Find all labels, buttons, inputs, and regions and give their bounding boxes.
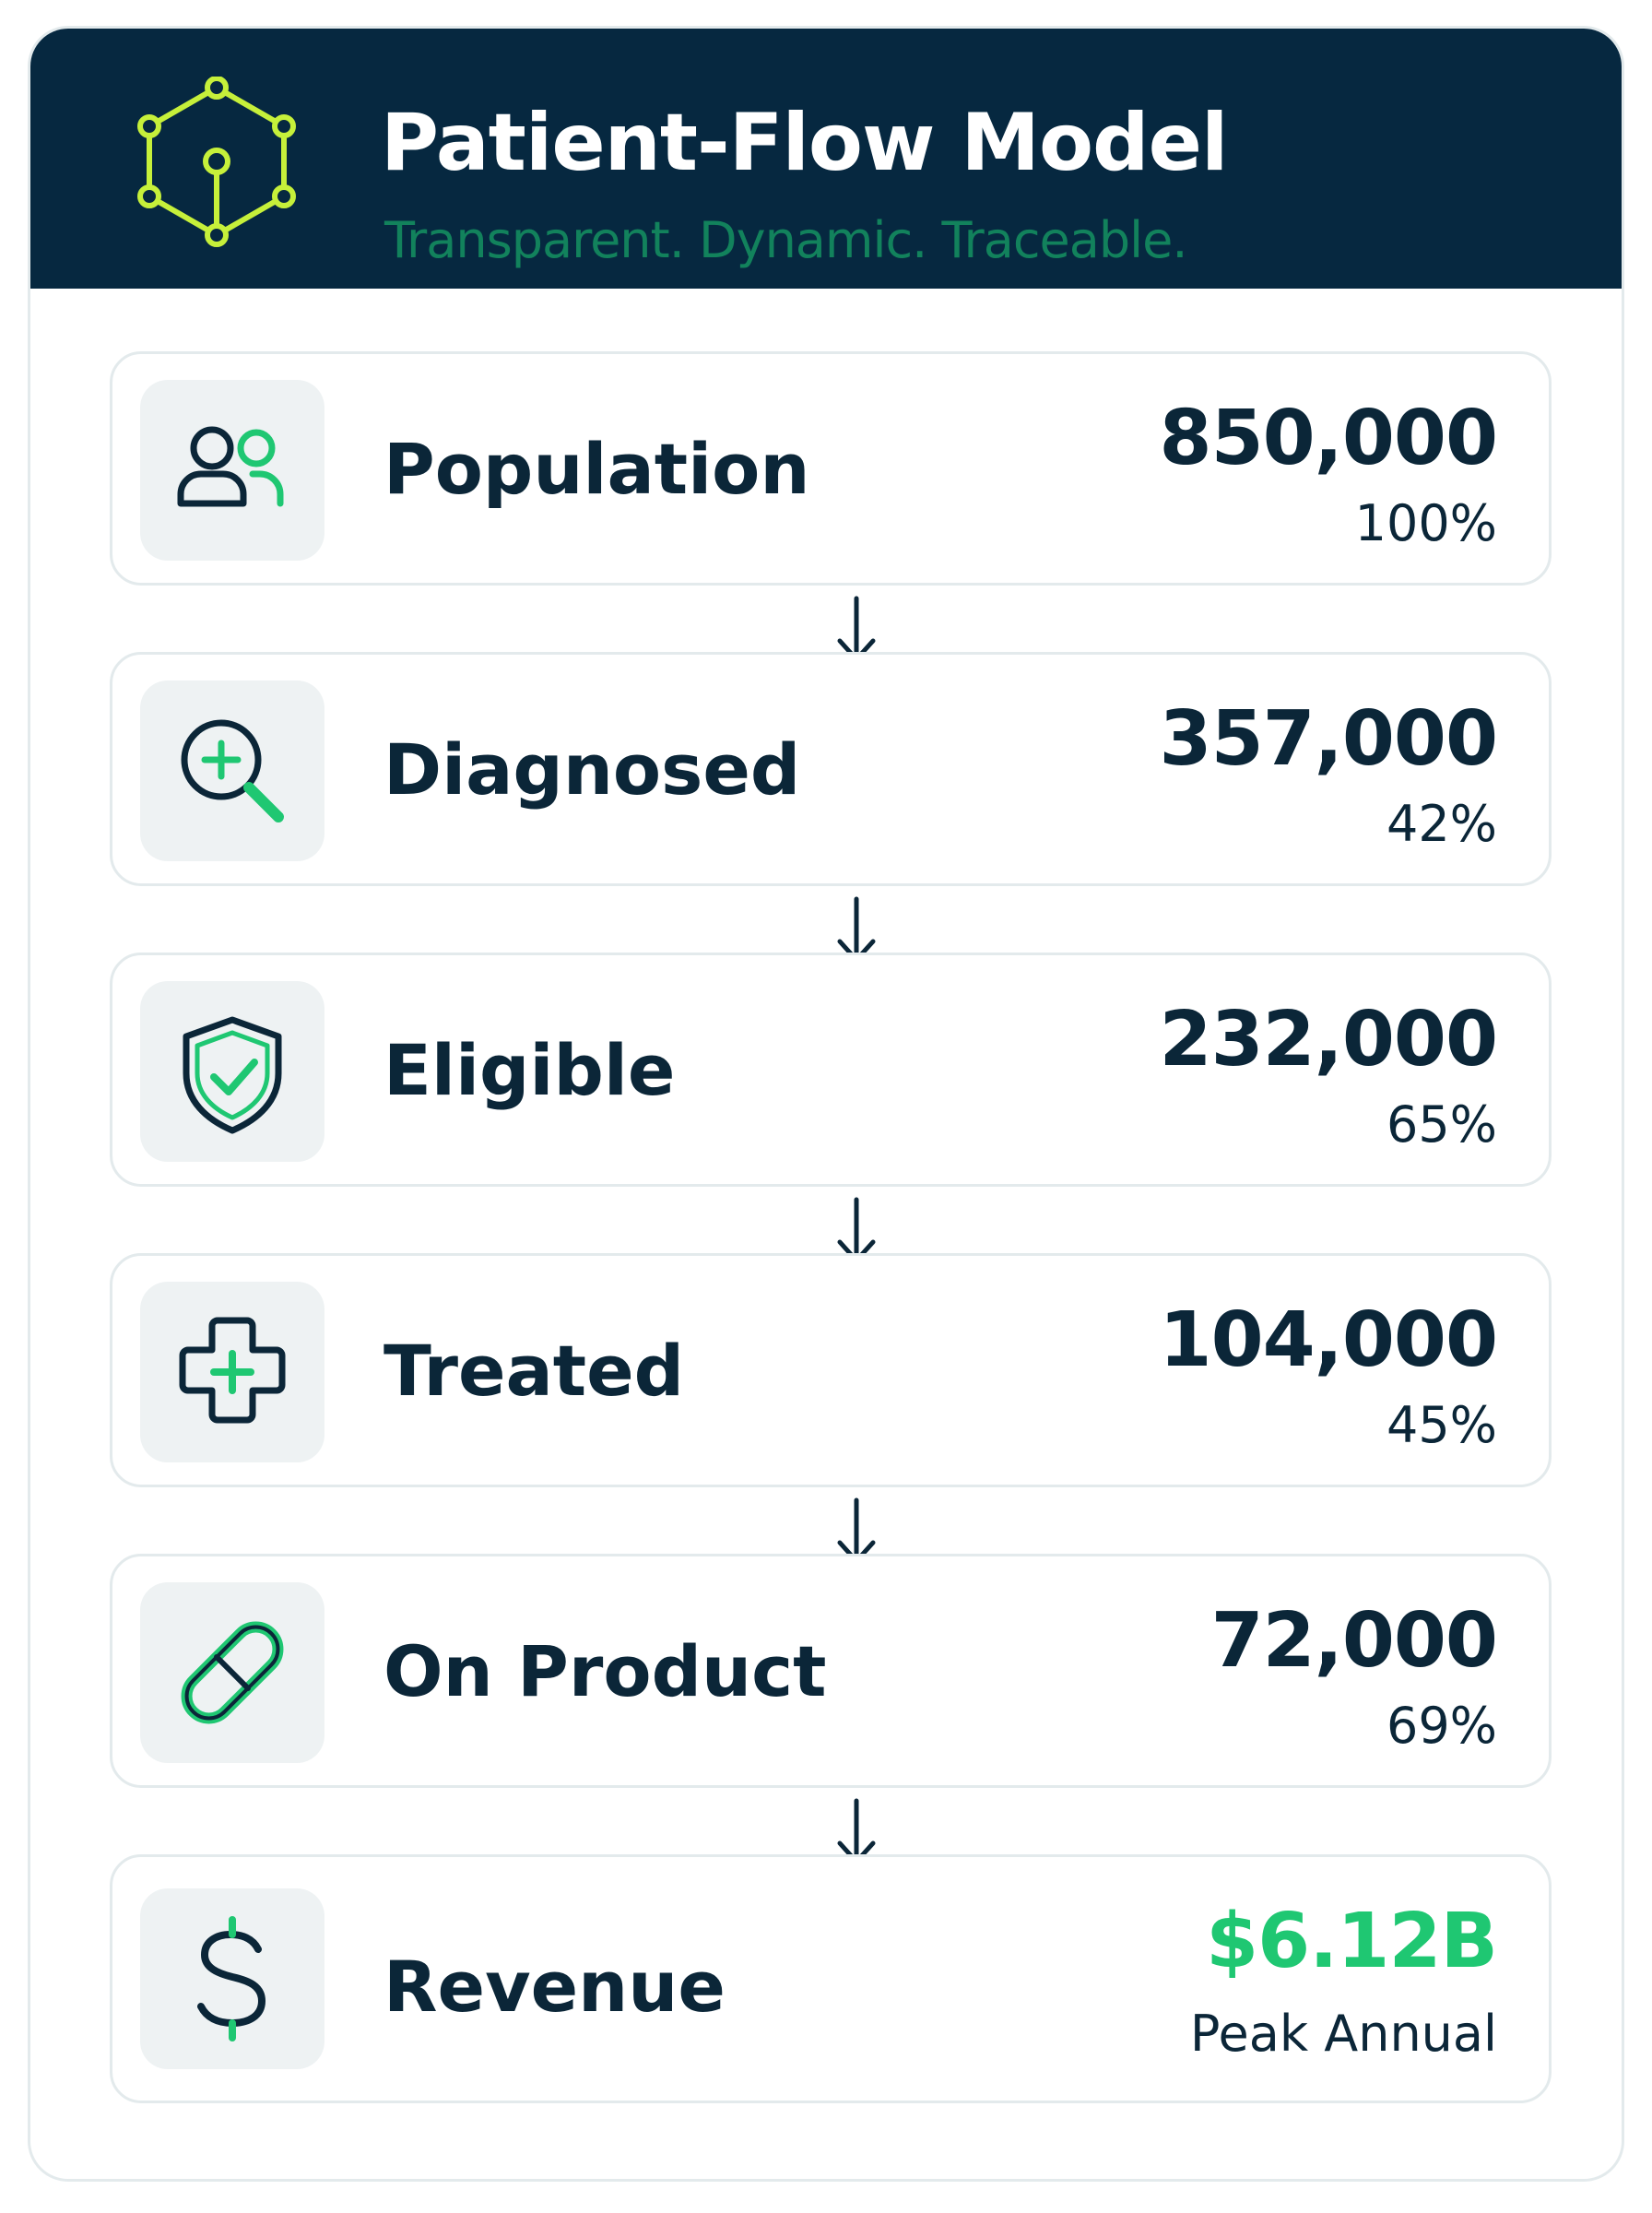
step-value: 104,000 [1159,1296,1498,1384]
icon-box [140,981,324,1162]
step-label: Revenue [384,1946,726,2028]
step-treated: Treated 104,000 45% [110,1253,1552,1487]
patient-flow-card: Patient-Flow Model Transparent. Dynamic.… [28,26,1624,2182]
pill-icon [181,1621,284,1724]
step-label: Eligible [384,1029,676,1111]
magnifier-plus-icon [181,719,284,822]
step-percentage: 100% [1354,494,1497,552]
step-value: 357,000 [1159,695,1498,783]
step-population: Population 850,000 100% [110,351,1552,586]
icon-box [140,1582,324,1763]
step-percentage: 45% [1386,1396,1497,1454]
step-label: On Product [384,1630,827,1712]
page-title: Patient-Flow Model [381,97,1228,189]
page-subtitle: Transparent. Dynamic. Traceable. [384,211,1188,269]
step-revenue: Revenue $6.12B Peak Annual [110,1854,1552,2103]
revenue-caption: Peak Annual [1189,2005,1497,2063]
step-value: 850,000 [1159,395,1498,482]
icon-box [140,1282,324,1462]
dollar-icon [197,1916,266,2041]
step-percentage: 42% [1386,795,1497,853]
header: Patient-Flow Model Transparent. Dynamic.… [30,29,1622,289]
step-percentage: 65% [1386,1095,1497,1154]
people-icon [177,426,284,507]
icon-box [140,680,324,861]
icon-box [140,380,324,561]
step-label: Diagnosed [384,728,801,811]
revenue-value: $6.12B [1206,1898,1498,1985]
icon-box [140,1888,324,2069]
step-label: Population [384,428,810,510]
hexagon-network-icon [137,77,296,247]
step-label: Treated [384,1330,685,1412]
step-percentage: 69% [1386,1697,1497,1755]
step-value: 72,000 [1210,1597,1498,1685]
shield-check-icon [183,1016,282,1134]
step-on-product: On Product 72,000 69% [110,1554,1552,1788]
step-diagnosed: Diagnosed 357,000 42% [110,652,1552,886]
step-eligible: Eligible 232,000 65% [110,953,1552,1187]
medical-cross-icon [179,1317,286,1424]
step-value: 232,000 [1159,996,1498,1083]
